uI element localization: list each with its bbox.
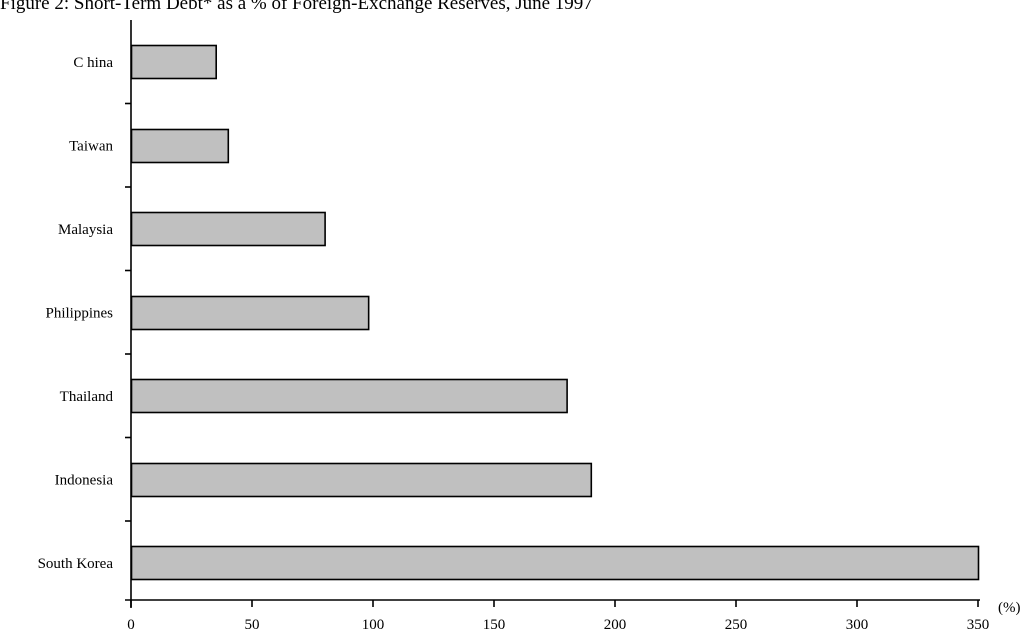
labels-group: C hina Taiwan Malaysia Philippines Thailand I… — [38, 55, 1021, 633]
bar-south-korea — [130, 545, 980, 581]
category-label-south-korea: South Korea — [38, 556, 114, 572]
category-label-c-hina: C hina — [73, 55, 113, 71]
bar-malaysia — [130, 211, 326, 247]
x-axis-unit-label: (%) — [998, 600, 1021, 616]
category-label-indonesia: Indonesia — [55, 472, 114, 488]
bar-taiwan — [130, 128, 230, 164]
x-tick-label: 200 — [604, 617, 627, 633]
x-tick-label: 300 — [846, 617, 869, 633]
x-tick-label: 0 — [127, 617, 135, 633]
x-tick-label: 50 — [245, 617, 260, 633]
chart-title: Figure 2: Short-Term Debt* as a % of For… — [0, 0, 593, 14]
bars-group — [130, 44, 980, 581]
category-label-malaysia: Malaysia — [58, 222, 113, 238]
x-tick-label: 250 — [725, 617, 748, 633]
bar-thailand — [130, 378, 568, 414]
category-label-taiwan: Taiwan — [69, 138, 113, 154]
x-tick-label: 150 — [483, 617, 506, 633]
bar-indonesia — [130, 462, 593, 498]
x-tick-label: 100 — [362, 617, 385, 633]
x-tick-label: 350 — [967, 617, 990, 633]
bar-c-hina — [130, 44, 217, 80]
bar-philippines — [130, 295, 370, 331]
category-label-philippines: Philippines — [45, 305, 113, 321]
category-label-thailand: Thailand — [60, 389, 114, 405]
axes-group — [125, 20, 980, 608]
